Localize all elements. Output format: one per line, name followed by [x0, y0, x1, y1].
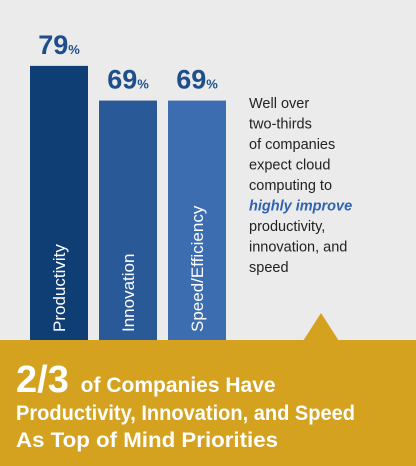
category-label: Productivity	[50, 244, 69, 332]
annotation-line: highly improve	[249, 199, 352, 215]
annotation-line: speed	[249, 260, 289, 276]
bar-chart: 79% Productivity 69% Innovation 69% Speed/Eff…	[30, 30, 226, 341]
annotation-line: productivity,	[249, 219, 325, 235]
title-line: of Companies Have	[81, 374, 276, 397]
banner	[0, 340, 416, 466]
annotation-line: two-thirds	[249, 117, 312, 133]
annotation-line: expect cloud	[249, 158, 330, 174]
title-highlight: 2/3	[16, 359, 69, 401]
bar	[168, 100, 226, 340]
annotation-line: computing to	[249, 178, 332, 194]
banner-title: 2/3 of Companies Have	[16, 359, 276, 401]
annotation-line: innovation, and	[249, 240, 347, 256]
category-label: Speed/Efficiency	[188, 205, 207, 332]
bar	[30, 65, 88, 341]
annotation-line: of companies	[249, 137, 335, 153]
title-line: As Top of Mind Priorities	[16, 429, 278, 452]
value-label: 69%	[176, 65, 218, 95]
annotation-line: Well over	[249, 96, 309, 112]
category-label: Innovation	[119, 254, 138, 332]
value-label: 79%	[38, 30, 80, 60]
title-line: Productivity, Innovation, and Speed	[16, 402, 355, 425]
value-label: 69%	[107, 65, 149, 95]
bar	[99, 100, 157, 340]
annotation: Well over two-thirds of companies expect cl…	[249, 96, 352, 276]
banner-pointer	[303, 313, 339, 341]
